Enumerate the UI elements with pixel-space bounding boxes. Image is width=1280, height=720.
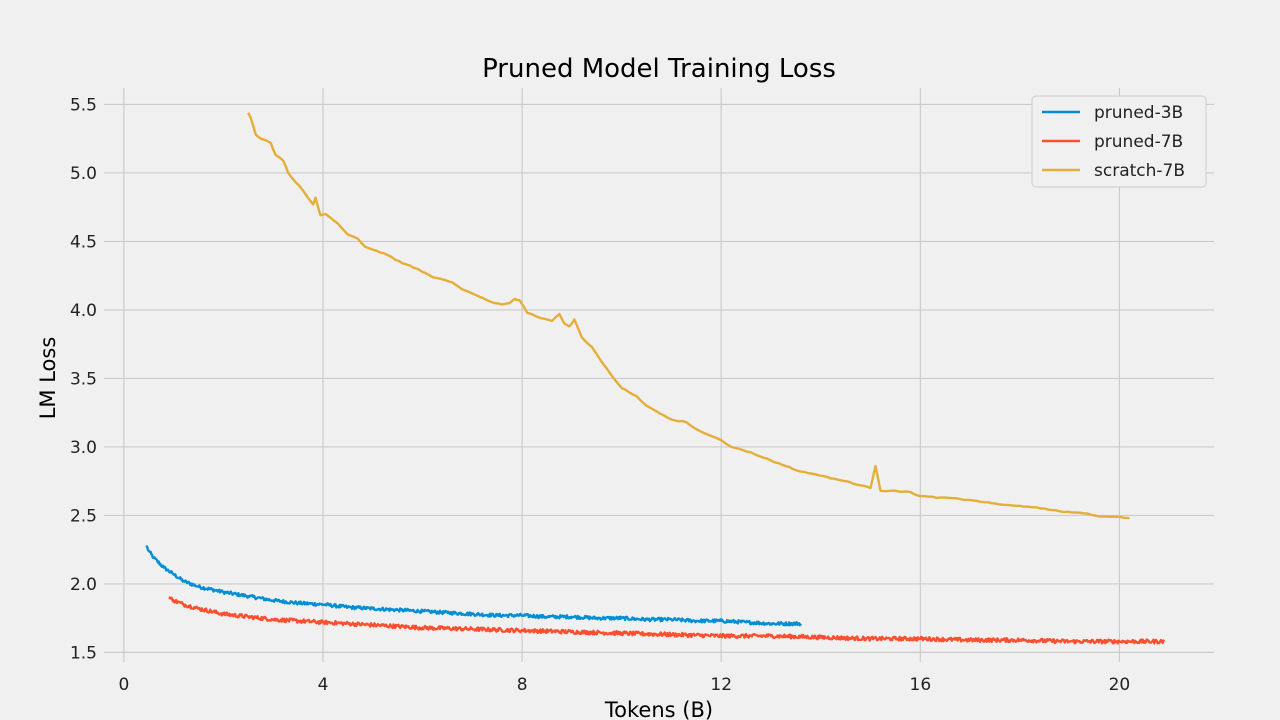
legend-label-scratch-7b: scratch-7B (1094, 161, 1185, 181)
series-line-pruned-7b (168, 596, 1166, 645)
series-line-scratch-7b (247, 112, 1130, 520)
x-tick-label: 12 (710, 675, 732, 695)
x-tick-label: 20 (1109, 675, 1131, 695)
legend-label-pruned-3b: pruned-3B (1094, 103, 1183, 123)
legend-label-pruned-7b: pruned-7B (1094, 132, 1183, 152)
x-tick-label: 0 (118, 675, 129, 695)
x-tick-label: 8 (517, 675, 528, 695)
y-tick-label: 1.5 (70, 643, 97, 663)
legend: pruned-3B pruned-7B scratch-7B (1031, 95, 1207, 188)
series-line-pruned-3b (145, 544, 802, 627)
series-lines (145, 112, 1166, 645)
y-tick-label: 3.5 (70, 369, 97, 389)
chart-title: Pruned Model Training Loss (482, 54, 836, 84)
y-tick-label: 3.0 (70, 438, 97, 458)
y-axis-label: LM Loss (36, 337, 60, 420)
x-axis-label: Tokens (B) (604, 698, 713, 720)
x-tick-label: 16 (910, 675, 932, 695)
y-tick-label: 4.0 (70, 301, 97, 321)
axis-ticks: 0 4 8 12 16 20 1.5 2.0 2.5 3.0 3.5 4.0 4.5 5.0 5.5 (70, 95, 1130, 695)
x-tick-label: 4 (318, 675, 329, 695)
y-tick-label: 4.5 (70, 232, 97, 252)
y-tick-label: 5.0 (70, 164, 97, 184)
y-tick-label: 2.5 (70, 506, 97, 526)
legend-box (1031, 95, 1207, 188)
y-tick-label: 5.5 (70, 95, 97, 115)
y-tick-label: 2.0 (70, 575, 97, 595)
